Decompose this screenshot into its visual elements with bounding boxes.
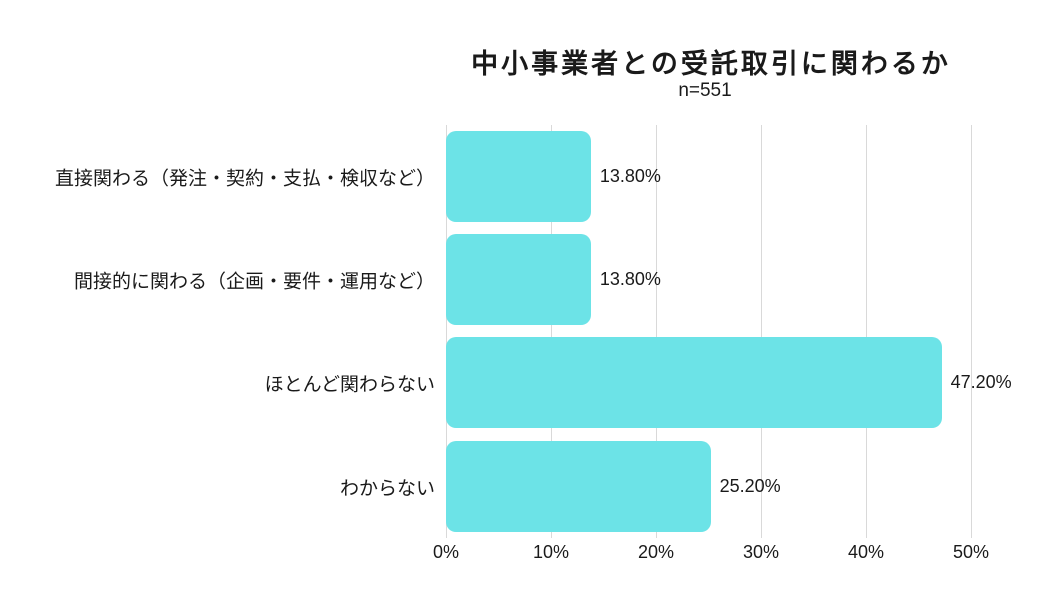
value-label: 13.80% — [599, 166, 661, 186]
category-label: 直接関わる（発注・契約・支払・検収など） — [54, 168, 435, 189]
bar — [446, 234, 591, 325]
bar — [446, 131, 591, 222]
chart-title: 中小事業者との受託取引に関わるか — [471, 49, 951, 79]
x-tick: 20% — [637, 542, 675, 562]
bar-track: 13.80% — [446, 131, 971, 222]
bar-row: 直接関わる（発注・契約・支払・検収など） 13.80% — [0, 131, 1052, 222]
x-tick: 0% — [432, 542, 460, 562]
bar — [446, 337, 942, 428]
chart-subtitle: n=551 — [678, 80, 732, 101]
gridline-40pct — [865, 125, 867, 538]
category-label: ほとんど関わらない — [264, 374, 435, 395]
x-tick: 10% — [532, 542, 570, 562]
bar-row: ほとんど関わらない 47.20% — [0, 337, 1052, 428]
x-tick: 40% — [847, 542, 885, 562]
gridline-0pct — [445, 125, 447, 538]
x-axis: 0% 10% 20% 30% 40% 50% — [433, 542, 989, 566]
x-tick: 30% — [742, 542, 780, 562]
bar-row: わからない 25.20% — [0, 441, 1052, 532]
bar-row: 間接的に関わる（企画・要件・運用など） 13.80% — [0, 234, 1052, 325]
x-tick: 50% — [952, 542, 990, 562]
value-label: 13.80% — [599, 269, 661, 289]
bar-track: 47.20% — [446, 337, 1012, 428]
bar — [446, 441, 711, 532]
gridline-20pct — [655, 125, 657, 538]
bar-track: 13.80% — [446, 234, 971, 325]
category-label: わからない — [339, 478, 435, 499]
category-label: 間接的に関わる（企画・要件・運用など） — [73, 271, 435, 292]
plot-area — [445, 125, 972, 538]
value-label: 25.20% — [719, 476, 781, 496]
bar-track: 25.20% — [446, 441, 971, 532]
value-label: 47.20% — [950, 372, 1012, 392]
gridline-30pct — [760, 125, 762, 538]
gridline-10pct — [550, 125, 552, 538]
gridline-50pct — [970, 125, 972, 538]
